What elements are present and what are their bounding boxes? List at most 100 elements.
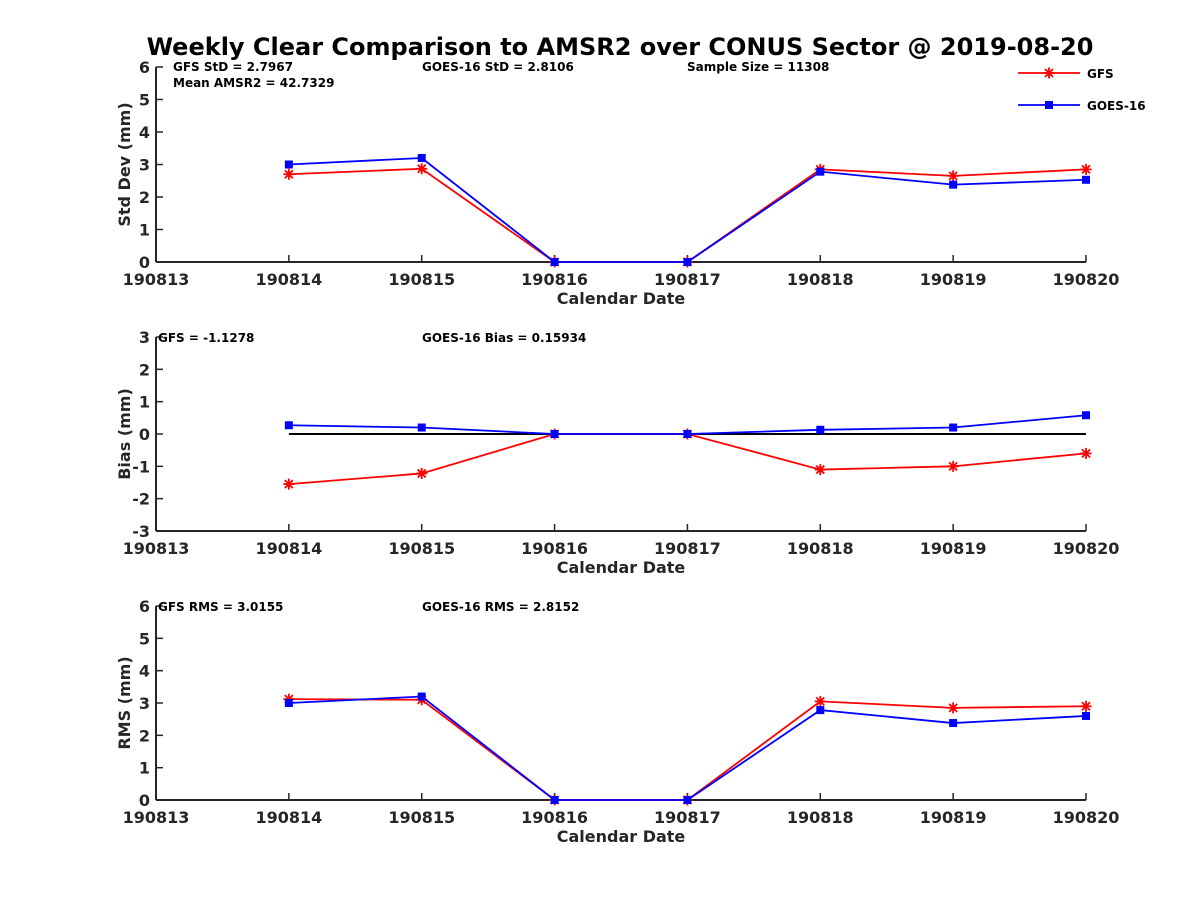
- x-tick-label: 190815: [388, 270, 455, 289]
- x-tick-label: 190818: [787, 808, 854, 827]
- stat-annotation: GOES-16 RMS = 2.8152: [422, 600, 579, 614]
- data-point-marker: [284, 160, 293, 169]
- stat-annotation: GOES-16 StD = 2.8106: [422, 60, 574, 74]
- series-goes-16: [284, 154, 1090, 266]
- series-gfs: [283, 693, 1092, 806]
- data-point-marker: [1080, 700, 1092, 712]
- x-tick-label: 190815: [388, 539, 455, 558]
- y-tick-label: 4: [139, 123, 150, 142]
- data-point-marker: [1080, 163, 1092, 175]
- data-point-marker: [1082, 711, 1090, 720]
- data-point-marker: [1082, 411, 1090, 420]
- y-tick-label: -1: [132, 457, 150, 476]
- data-point-marker: [284, 421, 293, 430]
- data-point-marker: [416, 467, 428, 479]
- stat-annotation: GFS RMS = 3.0155: [158, 600, 283, 614]
- y-tick-label: -3: [132, 522, 150, 541]
- x-tick-label: 190820: [1053, 270, 1120, 289]
- x-tick-label: 190819: [920, 539, 987, 558]
- x-tick-label: 190814: [255, 270, 322, 289]
- legend: GFS GOES-16: [1018, 67, 1146, 113]
- x-axis-label: Calendar Date: [557, 289, 686, 308]
- y-tick-label: 6: [139, 597, 150, 616]
- y-axis-label: RMS (mm): [115, 656, 134, 749]
- data-point-marker: [949, 423, 958, 432]
- panel-rms: 0 1 2 3 4 5 6 190813 190814 190815 190816 190817 190…: [115, 597, 1119, 846]
- data-point-marker: [417, 154, 426, 162]
- stat-annotation: Mean AMSR2 = 42.7329: [173, 76, 334, 90]
- legend-label: GOES-16: [1087, 99, 1146, 113]
- data-point-marker: [417, 423, 426, 432]
- x-tick-label: 190817: [654, 270, 721, 289]
- x-tick-label: 190820: [1053, 539, 1120, 558]
- data-point-marker: [816, 706, 825, 715]
- series-line: [288, 433, 1087, 486]
- series-gfs: [283, 163, 1092, 268]
- x-tick-label: 190813: [123, 808, 190, 827]
- x-tick-label: 190814: [255, 808, 322, 827]
- data-point-marker: [683, 796, 692, 804]
- x-tick-label: 190814: [255, 539, 322, 558]
- stat-annotation: Sample Size = 11308: [687, 60, 829, 74]
- y-tick-label: 1: [139, 221, 150, 240]
- data-point-marker: [550, 796, 559, 804]
- data-point-marker: [814, 464, 826, 476]
- legend-marker: [1043, 67, 1055, 79]
- data-point-marker: [417, 692, 426, 701]
- data-point-marker: [949, 180, 958, 189]
- chart-title: Weekly Clear Comparison to AMSR2 over CO…: [147, 33, 1094, 61]
- y-tick-label: 4: [139, 662, 150, 681]
- data-point-marker: [683, 258, 692, 266]
- legend-entry-goes-16: GOES-16: [1018, 99, 1146, 113]
- data-point-marker: [816, 167, 825, 176]
- data-point-marker: [683, 430, 692, 438]
- stat-annotation: GFS = -1.1278: [158, 331, 254, 345]
- panels: 0 1 2 3 4 5 6 190813 190814 190815 190816 190817 190…: [115, 58, 1119, 846]
- data-point-marker: [283, 478, 295, 490]
- y-tick-label: 5: [139, 91, 150, 110]
- data-point-marker: [416, 163, 428, 175]
- panel-bias: -3 -2 -1 0 1 2 3 190813 190814 190815 190816 190817…: [115, 328, 1119, 577]
- stat-annotation: GOES-16 Bias = 0.15934: [422, 331, 586, 345]
- x-axis-label: Calendar Date: [557, 558, 686, 577]
- data-point-marker: [816, 425, 825, 434]
- x-axis-label: Calendar Date: [557, 827, 686, 846]
- data-point-marker: [1082, 175, 1090, 184]
- data-point-marker: [949, 719, 958, 728]
- y-tick-label: 3: [139, 156, 150, 175]
- y-tick-label: 6: [139, 58, 150, 77]
- data-point-marker: [283, 168, 295, 180]
- x-tick-label: 190817: [654, 539, 721, 558]
- series-line: [288, 695, 1087, 801]
- y-tick-label: 2: [139, 360, 150, 379]
- y-tick-label: 2: [139, 188, 150, 207]
- x-tick-label: 190819: [920, 808, 987, 827]
- y-tick-label: 0: [139, 253, 150, 272]
- data-point-marker: [550, 258, 559, 266]
- legend-label: GFS: [1087, 67, 1114, 81]
- y-tick-label: 2: [139, 726, 150, 745]
- data-point-marker: [1080, 447, 1092, 459]
- y-axis-label: Std Dev (mm): [115, 102, 134, 226]
- series-line: [288, 167, 1087, 263]
- y-tick-label: 5: [139, 629, 150, 648]
- x-tick-label: 190816: [521, 539, 588, 558]
- x-tick-label: 190820: [1053, 808, 1120, 827]
- y-tick-label: -2: [132, 490, 150, 509]
- data-point-marker: [947, 460, 959, 472]
- data-point-marker: [947, 170, 959, 182]
- series-goes-16: [284, 411, 1090, 438]
- x-tick-label: 190816: [521, 270, 588, 289]
- data-point-marker: [947, 702, 959, 714]
- x-tick-label: 190817: [654, 808, 721, 827]
- series-line: [288, 157, 1087, 263]
- legend-marker: [1045, 101, 1053, 109]
- y-tick-label: 3: [139, 328, 150, 347]
- data-point-marker: [284, 699, 293, 707]
- y-tick-label: 0: [139, 791, 150, 810]
- series-line: [288, 698, 1087, 801]
- data-point-marker: [814, 695, 826, 707]
- y-tick-label: 0: [139, 425, 150, 444]
- x-tick-label: 190813: [123, 270, 190, 289]
